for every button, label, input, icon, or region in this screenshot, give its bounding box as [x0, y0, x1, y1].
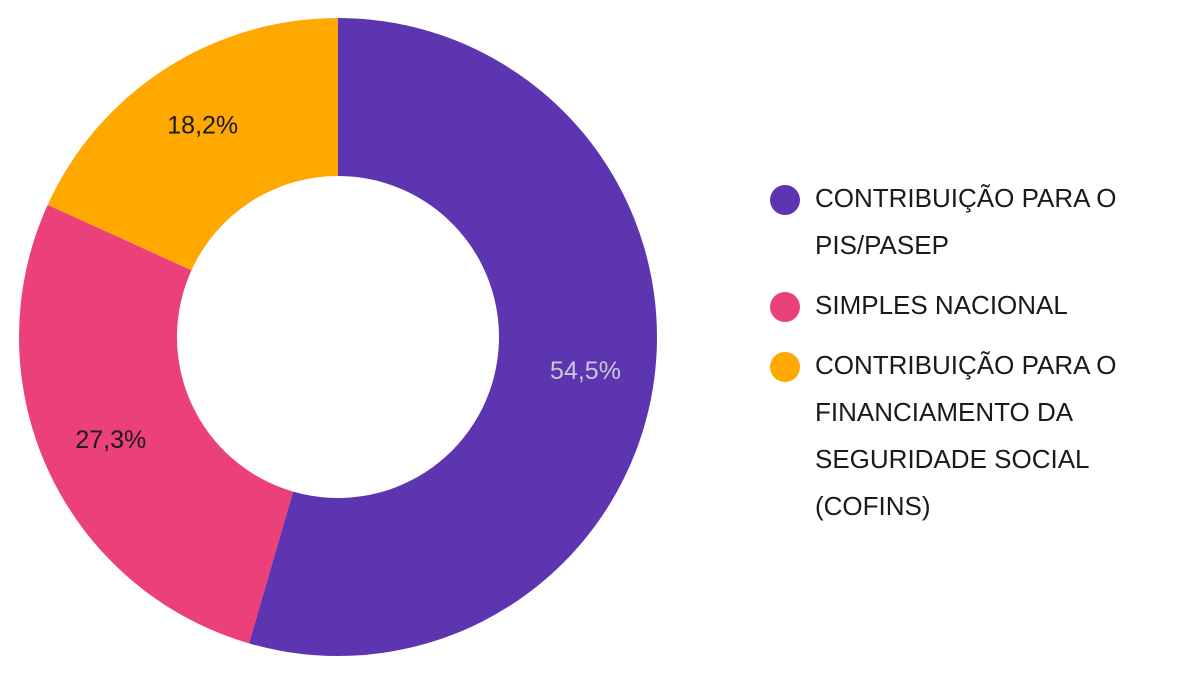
slice-contribuicao-para-o-pis-pasep [249, 18, 657, 656]
chart-slice-labels: 54,5% 27,3% 18,2% [75, 111, 621, 454]
legend-label-line: CONTRIBUIÇÃO PARA O [815, 183, 1116, 213]
legend-label-line: FINANCIAMENTO DA [815, 397, 1074, 427]
chart-slices [18, 18, 657, 656]
slice-value-label: 18,2% [167, 111, 238, 139]
legend-label-line: SIMPLES NACIONAL [815, 290, 1068, 320]
legend-item-contribuicao-para-o-pis-pasep: CONTRIBUIÇÃO PARA O PIS/PASEP [770, 183, 1116, 260]
legend-swatch [770, 292, 800, 322]
slice-contribuicao-para-o-financiamento-da-seguridade-social-cofins [47, 18, 338, 271]
legend-swatch [770, 185, 800, 215]
legend-item-contribuicao-para-o-financiamento-da-seguridade-social-cofins: CONTRIBUIÇÃO PARA O FINANCIAMENTO DA SEGUR… [770, 350, 1116, 521]
legend-label-line: PIS/PASEP [815, 230, 949, 260]
legend-label-line: CONTRIBUIÇÃO PARA O [815, 350, 1116, 380]
legend-swatch [770, 352, 800, 382]
legend-item-simples-nacional: SIMPLES NACIONAL [770, 290, 1068, 322]
slice-value-label: 27,3% [75, 426, 146, 454]
legend-label-line: SEGURIDADE SOCIAL [815, 444, 1090, 474]
slice-simples-nacional [18, 204, 294, 644]
chart-legend: CONTRIBUIÇÃO PARA O PIS/PASEP SIMPLES NACI… [770, 183, 1116, 521]
slice-value-label: 54,5% [550, 357, 621, 385]
legend-label-line: (COFINS) [815, 491, 931, 521]
